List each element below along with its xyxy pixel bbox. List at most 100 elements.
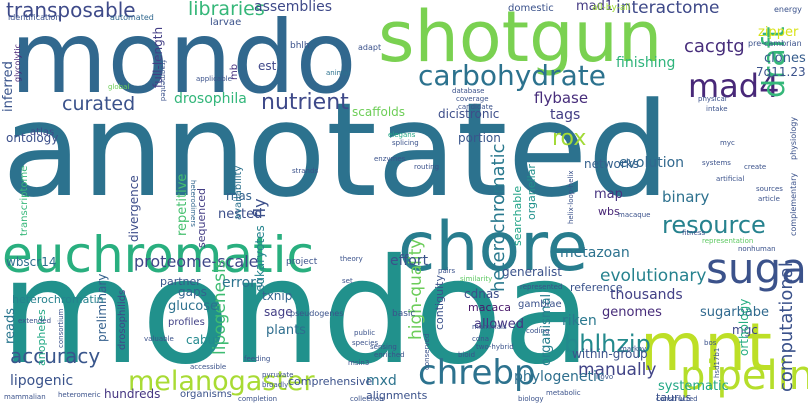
word-domestic: domestic [508,3,554,14]
word-mnt: mnt [640,309,772,386]
word-broadly: broadly [262,381,289,389]
word-candidate: candidate [458,103,493,111]
word-eukaryotes: eukaryotes [253,225,267,292]
word-heterodimers: heterodimers [189,180,197,227]
word-completion: completion [238,395,278,403]
word-metazoan: metazoan [560,245,630,261]
word-partner: partner [160,275,201,288]
word-set: set [342,277,353,285]
word-evolution: evolution [619,155,685,171]
word-all-by-all: all-by-all [592,3,631,13]
word-euchromatic: euchromatic [2,226,315,284]
word-finishing: finishing [616,55,676,71]
word-applicable: applicable [196,75,232,83]
word-taurus: taurus [656,391,692,404]
word-gaps: gaps [178,285,207,299]
word-larvae: larvae [210,17,242,28]
word-nested: nested [218,207,263,222]
word-genomes: genomes [602,305,662,320]
word-valuable: valuable [144,335,174,343]
word-repetitive: repetitive [175,173,190,236]
word-cdnas: cdnas [464,287,500,301]
word-clones: clones [764,51,806,66]
word-cdna: cdna [472,335,490,343]
word-metabolic: metabolic [546,389,581,397]
word-fitness: fitness [682,229,706,237]
word-glucose: glucose [168,299,218,314]
word-mad1: mad1 [576,0,614,14]
word-novo: novo [596,373,614,381]
word-sequenced: sequenced [195,188,208,248]
word-sage: sage [264,305,293,319]
word-cabut: cabut [186,333,220,347]
word-contiguity: contiguity [433,275,446,330]
word-transposable: transposable [6,0,136,22]
word-melanogaster: melanogaster [128,366,315,397]
word-est: est [258,59,277,73]
word-systems: systems [702,159,731,167]
word-similarity: similarity [460,275,493,283]
word-pseudogenes: pseudogenes [290,309,344,318]
word-conserved: conserved [423,333,431,370]
word-enzymes: enzymes [374,155,406,163]
word-cacgtg: cacgtg [684,36,745,57]
word-chore: chore [398,208,589,287]
word-mondo: mondo [10,0,357,116]
word-tags: tags [550,107,581,123]
word-annotated: annotated [2,74,671,226]
word-mad4: mad4 [688,67,780,105]
word-sugarbabe: sugarbabe [700,305,770,320]
word-article: article [758,195,780,203]
word-rnas: rnas [226,189,252,203]
word-carbohydrate: carbohydrate [418,59,606,92]
word-database: database [452,87,485,95]
word-automated: automated [110,13,154,22]
word-organisms: organisms [180,389,232,400]
word-theory: theory [340,255,363,263]
word-mgc: mgc [732,323,758,337]
word-artificial: artificial [716,175,745,183]
word-preliminary: preliminary [95,273,109,342]
word-chrebp: chrebp [418,353,536,393]
word-fragmented: fragmented [159,60,167,102]
word-bioid: bioid [458,351,476,359]
word-representation: representation [702,237,754,245]
word-pairs: pairs [438,267,456,275]
word-scaffolds: scaffolds [352,105,406,119]
word-reads: reads [3,307,18,344]
word-binary: binary [662,188,710,206]
word-allowed: allowed [474,317,525,332]
word-adapt: adapt [358,43,382,52]
word-7q11.23: 7q11.23 [756,65,806,79]
word-ontology: ontology [6,131,59,145]
word-macaca: macaca [468,301,512,314]
word-sources: sources [756,185,783,193]
word-profiles: profiles [168,317,205,328]
word-alignments: alignments [366,389,428,402]
word-riken: riken [562,313,597,329]
word-energy: energy [774,5,802,14]
word-lipogenic: lipogenic [10,373,74,389]
word-plants: plants [266,323,306,338]
word-pre-cambrian: pre-cambrian [748,39,802,48]
word-macaque: macaque [618,211,651,219]
word-drosophila: drosophila [174,91,247,107]
word-systematic: systematic [658,379,729,394]
word-generalist: generalist [502,265,562,279]
word-wbs: wbs [598,205,620,218]
word-drosophilids: drosophilids [117,289,128,350]
word-portion: portion [458,131,501,145]
word-enriched: enriched [374,351,405,359]
word-bos: bos [704,339,717,347]
word-mxd: mxd [366,373,397,389]
word-heterochromatin: heterochromatin [12,293,104,306]
word-complementary: complementary [789,172,798,236]
word-wbscr14: wbscr14 [6,255,57,269]
word-pyruvate: pyruvate [262,371,294,379]
word-networks: networks [584,157,639,171]
word-pipeline: pipeline [680,353,808,399]
word-divergence: divergence [127,175,141,242]
word-hundreds: hundreds [104,387,161,401]
word-routing: routing [414,163,440,171]
word-accuracy: accuracy [10,344,101,368]
